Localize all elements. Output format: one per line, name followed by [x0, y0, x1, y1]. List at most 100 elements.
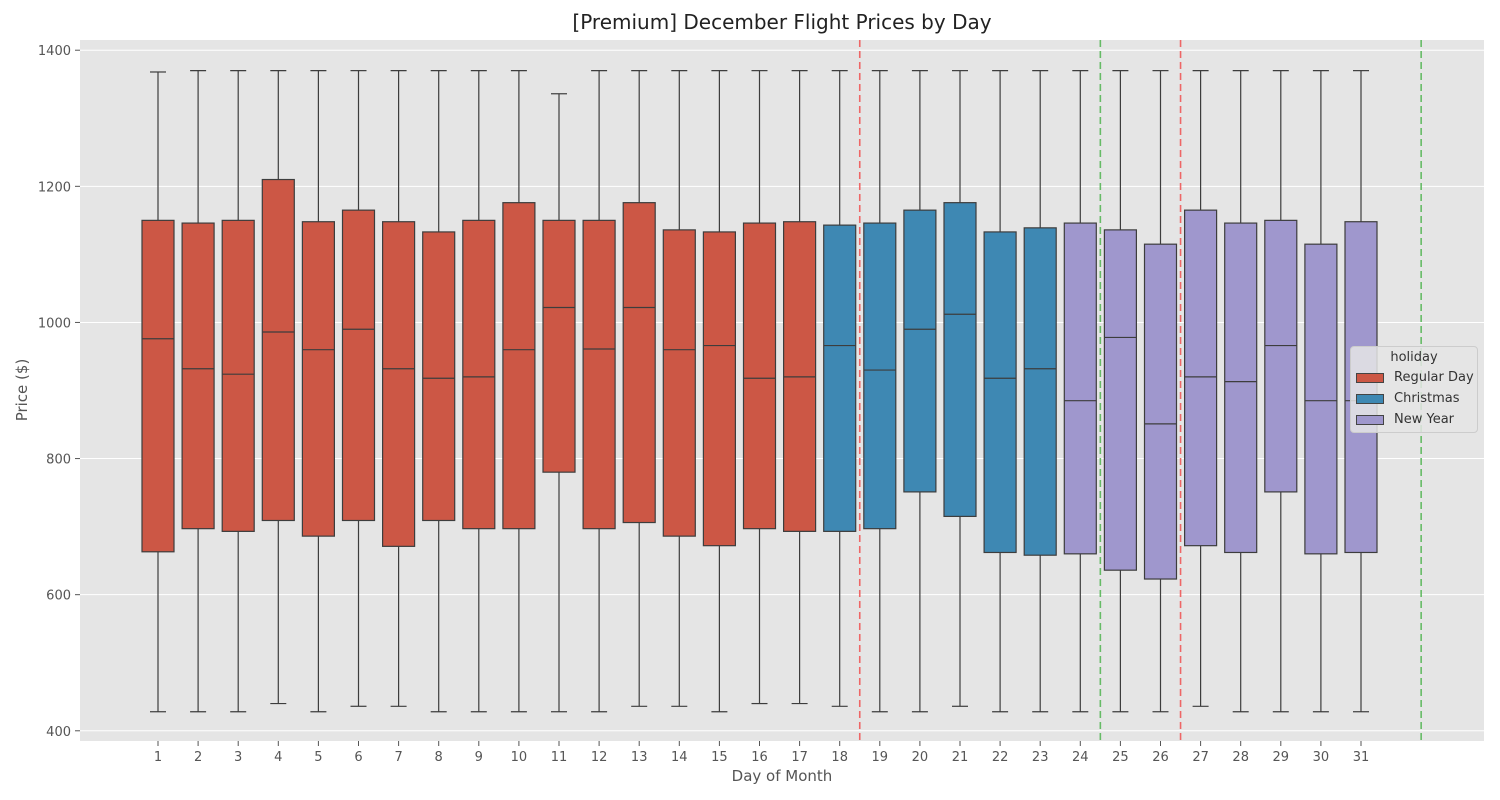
box-day-10 — [502, 70, 536, 713]
x-tick-label-23: 23 — [1032, 750, 1049, 765]
x-tick-label-24: 24 — [1072, 750, 1089, 765]
legend-swatch-regular-day — [1356, 372, 1384, 383]
box-day-28 — [1224, 70, 1258, 713]
box-series — [141, 70, 1378, 713]
box-day-7 — [382, 70, 416, 707]
box-day-18 — [823, 70, 857, 707]
x-axis-label: Day of Month — [731, 767, 833, 785]
box-day-13 — [622, 70, 656, 707]
y-tick-label-1200: 1200 — [38, 180, 71, 195]
x-tick-label-11: 11 — [551, 750, 568, 765]
box-day-21 — [943, 70, 977, 707]
x-tick-label-12: 12 — [591, 750, 608, 765]
x-tick-label-1: 1 — [154, 750, 162, 765]
box-body — [622, 202, 656, 524]
box-day-1 — [141, 71, 175, 713]
x-tick-label-22: 22 — [992, 750, 1009, 765]
legend-item-christmas: Christmas — [1351, 388, 1477, 409]
x-tick-label-17: 17 — [791, 750, 808, 765]
box-body — [742, 222, 777, 530]
box-body — [1063, 222, 1097, 555]
box-body — [422, 231, 456, 522]
x-tick-label-14: 14 — [671, 750, 688, 765]
box-day-23 — [1023, 70, 1057, 713]
legend-label-christmas: Christmas — [1394, 391, 1460, 406]
chart-title: [Premium] December Flight Prices by Day — [572, 10, 992, 34]
box-day-15 — [702, 70, 737, 713]
box-day-2 — [181, 70, 215, 713]
x-tick-label-15: 15 — [711, 750, 728, 765]
x-tick-label-29: 29 — [1273, 750, 1290, 765]
box-day-11 — [542, 93, 576, 713]
box-body — [1183, 209, 1218, 547]
box-body — [542, 219, 576, 473]
box-body — [1224, 222, 1258, 554]
x-tick-label-7: 7 — [394, 750, 402, 765]
box-day-25 — [1103, 70, 1138, 713]
x-tick-label-3: 3 — [234, 750, 242, 765]
x-tick-label-10: 10 — [511, 750, 528, 765]
x-tick-label-8: 8 — [435, 750, 443, 765]
box-body — [341, 209, 376, 522]
box-body — [462, 219, 496, 530]
box-body — [983, 231, 1017, 554]
box-body — [221, 219, 255, 532]
box-body — [502, 202, 536, 530]
x-tick-label-19: 19 — [872, 750, 889, 765]
box-day-4 — [261, 70, 295, 705]
x-tick-label-9: 9 — [475, 750, 483, 765]
x-tick-label-18: 18 — [831, 750, 848, 765]
box-day-30 — [1304, 70, 1338, 713]
legend-item-new-year: New Year — [1351, 409, 1477, 430]
box-day-29 — [1264, 70, 1298, 713]
x-tick-label-21: 21 — [952, 750, 969, 765]
x-tick-label-25: 25 — [1112, 750, 1129, 765]
box-day-16 — [742, 70, 777, 705]
box-body — [261, 178, 295, 522]
y-tick-label-800: 800 — [46, 453, 71, 468]
box-body — [943, 202, 977, 518]
box-body — [863, 222, 897, 530]
box-body — [1304, 243, 1338, 555]
y-axis-label: Price ($) — [13, 358, 31, 422]
box-body — [662, 229, 696, 537]
box-day-5 — [301, 70, 335, 713]
box-body — [1143, 243, 1178, 580]
box-day-22 — [983, 70, 1017, 713]
x-tick-label-31: 31 — [1353, 750, 1370, 765]
x-tick-label-13: 13 — [631, 750, 648, 765]
box-body — [702, 231, 737, 547]
legend-title: holiday — [1390, 350, 1438, 365]
y-tick-label-1400: 1400 — [38, 44, 71, 59]
y-tick-label-600: 600 — [46, 589, 71, 604]
x-tick-label-16: 16 — [751, 750, 768, 765]
box-day-8 — [422, 70, 456, 713]
box-day-17 — [782, 70, 817, 705]
box-day-6 — [341, 70, 376, 707]
holiday-boundary-lines — [858, 40, 1422, 741]
legend-item-regular-day: Regular Day — [1351, 367, 1477, 388]
box-day-12 — [582, 70, 616, 713]
x-tick-label-26: 26 — [1152, 750, 1169, 765]
x-tick-label-30: 30 — [1313, 750, 1330, 765]
box-body — [1103, 229, 1138, 571]
legend-label-new-year: New Year — [1394, 412, 1455, 427]
x-tick-label-27: 27 — [1192, 750, 1209, 765]
box-body — [181, 222, 215, 530]
box-day-24 — [1063, 70, 1097, 713]
box-day-26 — [1143, 70, 1178, 713]
x-axis-ticks: 1 2 3 4 5 6 7 8 9 10 11 12 13 14 15 16 17 18 19 20 21 22 23 24 2… — [154, 741, 1369, 765]
box-day-20 — [903, 70, 937, 713]
legend: holiday Regular Day Christmas New Year — [1350, 346, 1478, 433]
box-day-3 — [221, 70, 255, 713]
legend-swatch-new-year — [1356, 414, 1384, 425]
box-day-14 — [662, 70, 696, 707]
x-tick-label-5: 5 — [314, 750, 322, 765]
box-body — [382, 221, 416, 547]
y-axis-ticks: 400 600 800 1000 1200 1400 — [38, 44, 80, 740]
box-day-9 — [462, 70, 496, 713]
legend-label-regular-day: Regular Day — [1394, 370, 1474, 385]
x-tick-label-4: 4 — [274, 750, 282, 765]
x-tick-label-28: 28 — [1232, 750, 1249, 765]
